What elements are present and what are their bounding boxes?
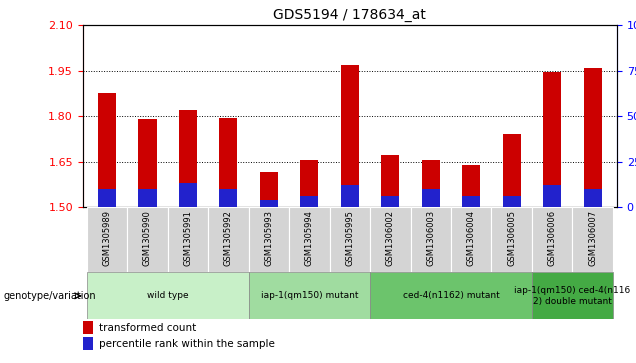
Bar bbox=[381, 196, 399, 207]
Bar bbox=[300, 160, 319, 207]
Bar bbox=[219, 118, 237, 207]
Bar bbox=[83, 321, 93, 334]
Bar bbox=[341, 65, 359, 207]
Bar bbox=[179, 110, 197, 207]
Bar bbox=[502, 134, 521, 207]
Bar bbox=[329, 207, 370, 272]
Text: GSM1305994: GSM1305994 bbox=[305, 210, 314, 266]
Bar bbox=[370, 272, 532, 319]
Text: ced-4(n1162) mutant: ced-4(n1162) mutant bbox=[403, 291, 499, 300]
Bar bbox=[422, 189, 440, 207]
Bar bbox=[86, 207, 127, 272]
Text: GSM1306004: GSM1306004 bbox=[467, 210, 476, 266]
Text: percentile rank within the sample: percentile rank within the sample bbox=[99, 339, 275, 349]
Bar bbox=[259, 200, 278, 207]
Bar bbox=[127, 207, 168, 272]
Text: GSM1305991: GSM1305991 bbox=[183, 210, 193, 266]
Bar bbox=[86, 272, 249, 319]
Bar bbox=[410, 207, 451, 272]
Bar bbox=[98, 189, 116, 207]
Bar bbox=[289, 207, 329, 272]
Bar bbox=[370, 207, 410, 272]
Text: GSM1305990: GSM1305990 bbox=[143, 210, 152, 266]
Bar bbox=[219, 189, 237, 207]
Text: transformed count: transformed count bbox=[99, 323, 196, 333]
Text: GSM1305995: GSM1305995 bbox=[345, 210, 354, 266]
Text: GSM1306003: GSM1306003 bbox=[426, 210, 435, 266]
Title: GDS5194 / 178634_at: GDS5194 / 178634_at bbox=[273, 8, 426, 22]
Bar bbox=[381, 155, 399, 207]
Text: GSM1305993: GSM1305993 bbox=[265, 210, 273, 266]
Bar bbox=[83, 338, 93, 350]
Bar bbox=[462, 196, 480, 207]
Bar bbox=[502, 196, 521, 207]
Text: iap-1(qm150) mutant: iap-1(qm150) mutant bbox=[261, 291, 358, 300]
Text: GSM1305989: GSM1305989 bbox=[102, 210, 111, 266]
Bar bbox=[249, 207, 289, 272]
Text: GSM1306006: GSM1306006 bbox=[548, 210, 556, 266]
Text: GSM1306005: GSM1306005 bbox=[507, 210, 516, 266]
Bar bbox=[168, 207, 208, 272]
Text: GSM1306002: GSM1306002 bbox=[386, 210, 395, 266]
Bar bbox=[249, 272, 370, 319]
Bar bbox=[451, 207, 492, 272]
Bar bbox=[572, 207, 613, 272]
Bar bbox=[259, 172, 278, 207]
Bar bbox=[341, 185, 359, 207]
Bar bbox=[532, 207, 572, 272]
Bar bbox=[532, 272, 613, 319]
Bar bbox=[98, 93, 116, 207]
Bar bbox=[584, 68, 602, 207]
Bar bbox=[139, 119, 156, 207]
Text: iap-1(qm150) ced-4(n116
2) double mutant: iap-1(qm150) ced-4(n116 2) double mutant bbox=[515, 286, 630, 306]
Bar bbox=[179, 183, 197, 207]
Bar bbox=[543, 185, 562, 207]
Text: wild type: wild type bbox=[147, 291, 188, 300]
Text: genotype/variation: genotype/variation bbox=[3, 291, 96, 301]
Bar bbox=[492, 207, 532, 272]
Bar bbox=[462, 164, 480, 207]
Bar bbox=[139, 189, 156, 207]
Bar bbox=[300, 196, 319, 207]
Bar bbox=[422, 160, 440, 207]
Text: GSM1306007: GSM1306007 bbox=[588, 210, 597, 266]
Bar bbox=[208, 207, 249, 272]
Text: GSM1305992: GSM1305992 bbox=[224, 210, 233, 266]
Bar bbox=[543, 72, 562, 207]
Bar bbox=[584, 189, 602, 207]
